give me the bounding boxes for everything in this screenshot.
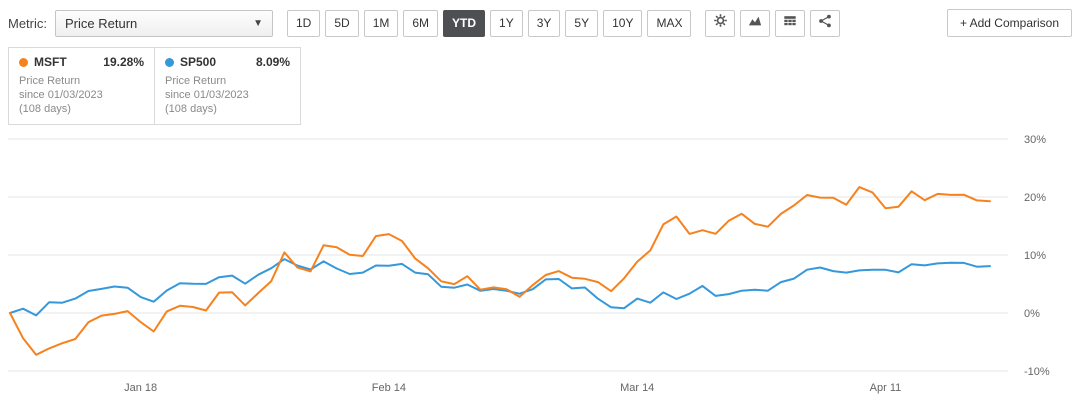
area-chart-icon	[748, 14, 762, 33]
metric-dropdown-value: Price Return	[65, 15, 138, 31]
settings-button[interactable]	[705, 9, 736, 37]
legend-since: since 01/03/2023	[165, 89, 249, 101]
range-button-ytd[interactable]: YTD	[443, 9, 486, 37]
series-line-msft[interactable]	[9, 186, 991, 356]
x-axis-label: Jan 18	[124, 382, 157, 394]
chart-tool-icons	[705, 9, 841, 37]
series-line-sp500[interactable]	[9, 258, 991, 317]
legend-duration: (108 days)	[19, 103, 71, 115]
toolbar: Metric: Price Return ▼ 1D 5D 1M 6M YTD 1Y 3Y 5Y…	[0, 0, 1082, 45]
range-button-1d[interactable]: 1D	[287, 9, 321, 37]
x-axis-label: Feb 14	[372, 382, 406, 394]
range-button-max[interactable]: MAX	[647, 9, 692, 37]
x-axis-label: Mar 14	[620, 382, 654, 394]
share-button[interactable]	[810, 9, 841, 37]
y-axis-label: 20%	[1024, 192, 1046, 204]
y-axis-label: 10%	[1024, 250, 1046, 262]
legend-metric: Price Return	[165, 75, 227, 87]
x-axis-label: Apr 11	[870, 382, 902, 394]
legend-value: 8.09%	[255, 55, 290, 69]
legend: MSFT 19.28% Price Return since 01/03/2023 (1…	[8, 47, 1082, 125]
table-icon	[783, 14, 797, 33]
add-comparison-button[interactable]: + Add Comparison	[946, 9, 1072, 37]
chart-type-button[interactable]	[740, 9, 771, 37]
range-button-group: 1D 5D 1M 6M YTD 1Y 3Y 5Y 10Y MAX	[287, 9, 692, 37]
y-axis-label: 30%	[1024, 134, 1046, 146]
y-axis-label: 0%	[1024, 308, 1040, 320]
chart-area[interactable]: 30% 20% 10% 0% -10% Jan 18 Feb 14 Mar 14 Apr 11	[0, 129, 1082, 414]
legend-value: 19.28%	[103, 55, 144, 69]
legend-card-sp500[interactable]: SP500 8.09% Price Return since 01/03/2023 (1…	[154, 47, 301, 125]
range-button-10y[interactable]: 10Y	[603, 9, 643, 37]
price-return-chart[interactable]: 30% 20% 10% 0% -10% Jan 18 Feb 14 Mar 14 Apr 11	[0, 129, 1082, 414]
legend-duration: (108 days)	[165, 103, 217, 115]
range-button-1y[interactable]: 1Y	[490, 9, 523, 37]
data-table-button[interactable]	[775, 9, 806, 37]
metric-label: Metric:	[8, 15, 47, 31]
gear-icon	[713, 13, 728, 33]
share-icon	[818, 14, 832, 33]
chevron-down-icon: ▼	[253, 17, 263, 29]
range-button-3y[interactable]: 3Y	[527, 9, 561, 37]
range-button-5y[interactable]: 5Y	[565, 9, 599, 37]
range-button-6m[interactable]: 6M	[403, 9, 439, 37]
y-axis-label: -10%	[1024, 366, 1050, 378]
range-button-5d[interactable]: 5D	[325, 9, 359, 37]
legend-ticker: MSFT	[34, 55, 67, 69]
series-color-dot	[165, 57, 174, 67]
legend-since: since 01/03/2023	[19, 89, 103, 101]
legend-metric: Price Return	[19, 75, 81, 87]
legend-ticker: SP500	[180, 55, 217, 69]
range-button-1m[interactable]: 1M	[363, 9, 399, 37]
series-color-dot	[19, 57, 28, 67]
legend-card-msft[interactable]: MSFT 19.28% Price Return since 01/03/2023 (1…	[8, 47, 155, 125]
metric-dropdown[interactable]: Price Return ▼	[55, 9, 273, 37]
